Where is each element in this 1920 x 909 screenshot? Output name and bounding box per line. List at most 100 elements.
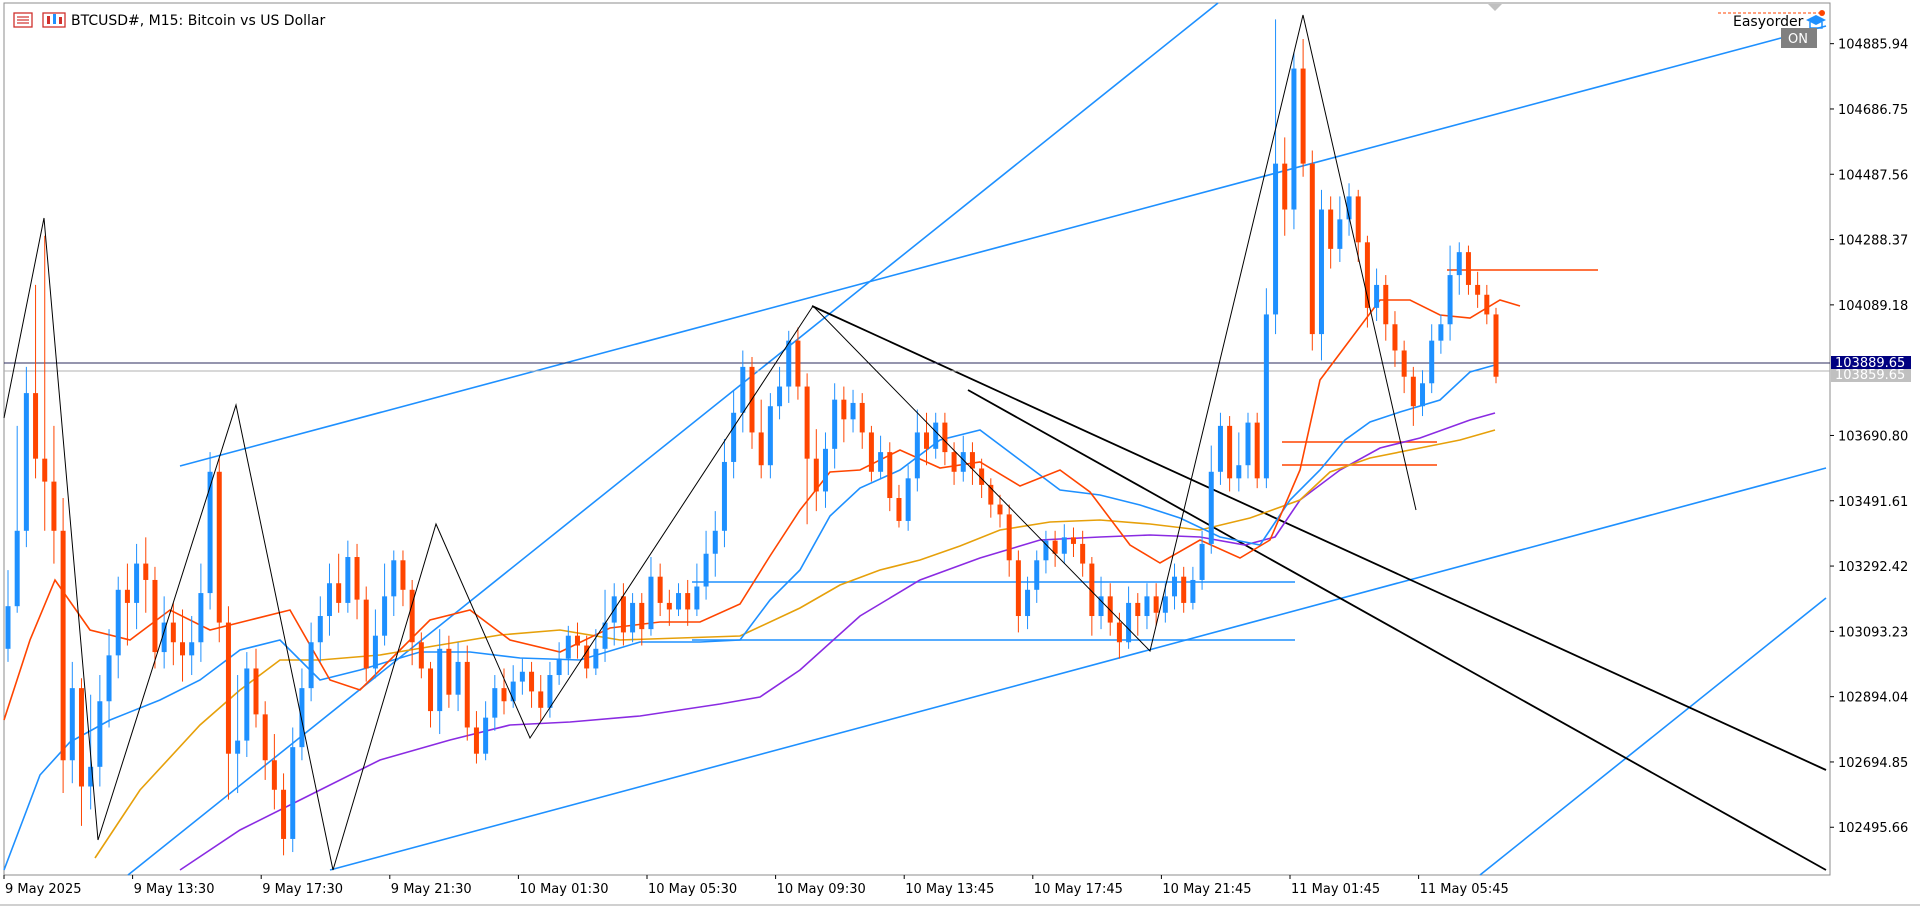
candle-bull [290, 747, 296, 839]
candle-bull [786, 340, 792, 387]
candle-bull [1034, 560, 1040, 590]
candle-bear [988, 484, 994, 505]
candle-bull [1217, 425, 1223, 472]
candle-bull [345, 557, 351, 603]
candle-bull [372, 635, 378, 669]
candle-bear [225, 622, 231, 754]
candle-bear [143, 563, 149, 580]
candle-bull [1126, 602, 1132, 643]
downtrend-line-lower[interactable] [967, 389, 1827, 871]
time-tick-label: 10 May 01:30 [519, 882, 608, 897]
candle-bear [1153, 596, 1159, 613]
candle-bear [51, 481, 57, 531]
candle-bear [584, 645, 590, 669]
candle-bull [97, 701, 103, 767]
candle-bull [23, 393, 29, 531]
candle-bear [78, 688, 84, 787]
time-tick-label: 10 May 13:45 [905, 882, 994, 897]
candle-bear [33, 393, 39, 459]
candle-bull [1098, 596, 1104, 617]
candle-bull [161, 622, 167, 653]
candle-bear [1493, 314, 1499, 377]
candle-bull [106, 655, 112, 702]
right-trendline[interactable] [1479, 597, 1827, 876]
candle-bull [189, 642, 195, 656]
candle-bull [483, 717, 489, 754]
candle-bull [740, 366, 746, 413]
time-tick-label: 9 May 17:30 [262, 882, 343, 897]
candle-bull [1337, 219, 1343, 249]
candle-bear [1392, 324, 1398, 351]
candle-bull [565, 635, 571, 659]
candle-bull [1162, 596, 1168, 613]
price-tick-label: 102894.04 [1838, 691, 1908, 706]
candle-bear [1006, 514, 1012, 561]
candle-bear [1227, 425, 1233, 479]
title-area: BTCUSD#, M15: Bitcoin vs US Dollar [13, 12, 325, 29]
candle-bull [235, 740, 241, 754]
price-tick-label: 104686.75 [1838, 103, 1908, 118]
candle-bull [547, 675, 553, 708]
indicator-status-label[interactable]: ON [1788, 32, 1808, 47]
candle-bear [529, 671, 535, 692]
channel-upper-line[interactable] [179, 25, 1827, 467]
candle-bull [676, 593, 682, 610]
indicator-status-button[interactable] [1781, 28, 1817, 48]
steep-trendline[interactable] [127, 2, 1219, 876]
candle-bear [1355, 196, 1361, 243]
candle-bull [602, 622, 608, 649]
downtrend-lines[interactable] [811, 305, 1827, 871]
levels-red[interactable] [1282, 269, 1598, 466]
time-axis[interactable]: 9 May 2025 9 May 13:30 9 May 17:30 9 May 21… [3, 875, 1509, 897]
candle-bear [620, 596, 626, 633]
candle-bear [409, 589, 415, 643]
candle-bull [198, 593, 204, 643]
candle-bear [1309, 163, 1315, 335]
candle-bear [60, 530, 66, 761]
candle-bull [1447, 275, 1453, 325]
candle-bear [336, 583, 342, 603]
candle-bull [1144, 596, 1150, 617]
candle-bull [1438, 324, 1444, 341]
candle-bear [942, 422, 948, 453]
ma-mid-line [3, 364, 1496, 871]
candle-bull [5, 606, 11, 649]
candle-bear [216, 471, 222, 623]
price-axis[interactable]: 104885.94 104686.75 104487.56 104288.37 1040… [1830, 38, 1908, 837]
candle-bull [88, 766, 94, 787]
candle-bear [1410, 376, 1416, 407]
candle-bull [767, 406, 773, 466]
time-tick-label: 10 May 21:45 [1162, 882, 1251, 897]
candle-bear [180, 642, 186, 656]
candle-bull [1263, 314, 1269, 479]
candles-group [5, 19, 1499, 856]
channel-lower-line[interactable] [329, 467, 1827, 871]
candle-bear [969, 452, 975, 469]
candle-bear [896, 498, 902, 521]
candle-bear [1181, 576, 1187, 603]
candle-bear [997, 504, 1003, 515]
candle-bull [914, 432, 920, 479]
trendlines-blue[interactable] [127, 2, 1827, 876]
scroll-marker-icon[interactable] [1488, 4, 1502, 11]
candle-bull [832, 399, 838, 449]
candle-bear [281, 789, 287, 839]
candle-bear [363, 599, 369, 669]
candle-bear [574, 635, 580, 646]
candle-bull [822, 448, 828, 492]
candle-bull [1025, 589, 1031, 617]
candle-bear [685, 593, 691, 610]
candle-bull [437, 648, 443, 712]
candle-bull [1273, 163, 1279, 315]
candle-bull [299, 688, 305, 748]
candle-bull [721, 461, 727, 531]
zigzag-line[interactable] [3, 14, 1417, 871]
candle-bear [804, 386, 810, 459]
time-tick-label: 10 May 05:30 [648, 882, 737, 897]
downtrend-line-upper[interactable] [811, 305, 1827, 771]
candle-bear [639, 602, 645, 630]
candle-bear [1465, 252, 1471, 285]
price-tick-label: 102495.66 [1838, 821, 1908, 836]
price-tick-label: 103690.80 [1838, 429, 1908, 444]
